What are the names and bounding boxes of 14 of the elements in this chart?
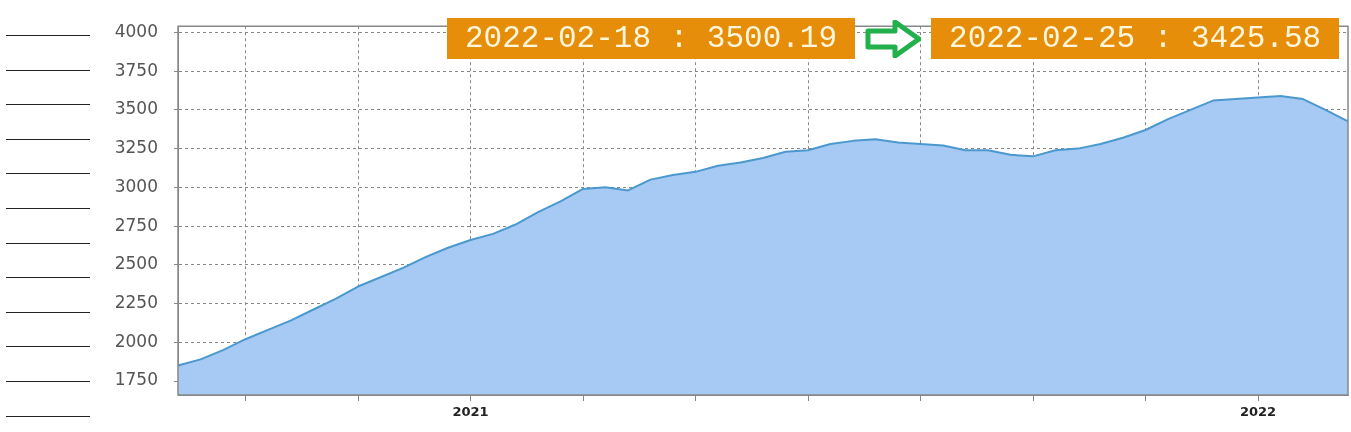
y-tick-label: 3750 [114, 59, 158, 80]
y-tick-label: 4000 [114, 20, 158, 41]
x-tick-label: 2022 [1239, 404, 1277, 420]
annotation: 2022-02-25 : 3425.58 [931, 18, 1340, 59]
y-tick-label: 3000 [114, 175, 158, 196]
y-tick-label: 2000 [114, 330, 158, 351]
annotation: 2022-02-18 : 3500.19 [447, 18, 856, 59]
y-tick-label: 2750 [114, 214, 158, 235]
y-tick-label: 3500 [114, 98, 158, 119]
y-tick-label: 3250 [114, 137, 158, 158]
y-tick-label: 1750 [114, 369, 158, 390]
x-tick-label: 2021 [452, 404, 489, 420]
y-tick-label: 2500 [114, 253, 158, 274]
y-tick-label: 2250 [114, 292, 158, 312]
